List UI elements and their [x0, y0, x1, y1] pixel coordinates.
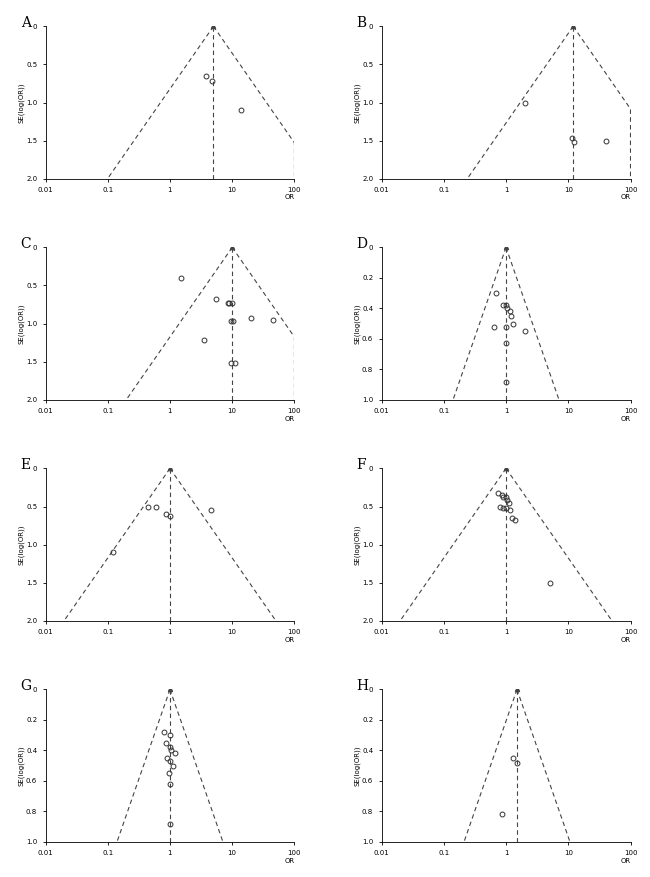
- Y-axis label: SE(log(OR)): SE(log(OR)): [354, 745, 361, 786]
- Y-axis label: SE(log(OR)): SE(log(OR)): [18, 524, 25, 565]
- Text: E: E: [21, 458, 31, 472]
- Text: D: D: [357, 237, 368, 251]
- Text: G: G: [21, 679, 32, 693]
- Y-axis label: SE(log(OR)): SE(log(OR)): [354, 303, 361, 344]
- Text: A: A: [21, 16, 31, 30]
- Y-axis label: SE(log(OR)): SE(log(OR)): [18, 82, 25, 123]
- Text: C: C: [21, 237, 31, 251]
- Text: F: F: [357, 458, 367, 472]
- X-axis label: OR: OR: [284, 416, 294, 422]
- X-axis label: OR: OR: [620, 416, 630, 422]
- Y-axis label: SE(log(OR)): SE(log(OR)): [18, 745, 25, 786]
- Y-axis label: SE(log(OR)): SE(log(OR)): [354, 82, 361, 123]
- X-axis label: OR: OR: [284, 637, 294, 643]
- X-axis label: OR: OR: [620, 195, 630, 201]
- X-axis label: OR: OR: [620, 637, 630, 643]
- X-axis label: OR: OR: [284, 195, 294, 201]
- Y-axis label: SE(log(OR)): SE(log(OR)): [18, 303, 25, 344]
- X-axis label: OR: OR: [284, 858, 294, 864]
- Text: B: B: [357, 16, 367, 30]
- Text: H: H: [357, 679, 369, 693]
- Y-axis label: SE(log(OR)): SE(log(OR)): [354, 524, 361, 565]
- X-axis label: OR: OR: [620, 858, 630, 864]
